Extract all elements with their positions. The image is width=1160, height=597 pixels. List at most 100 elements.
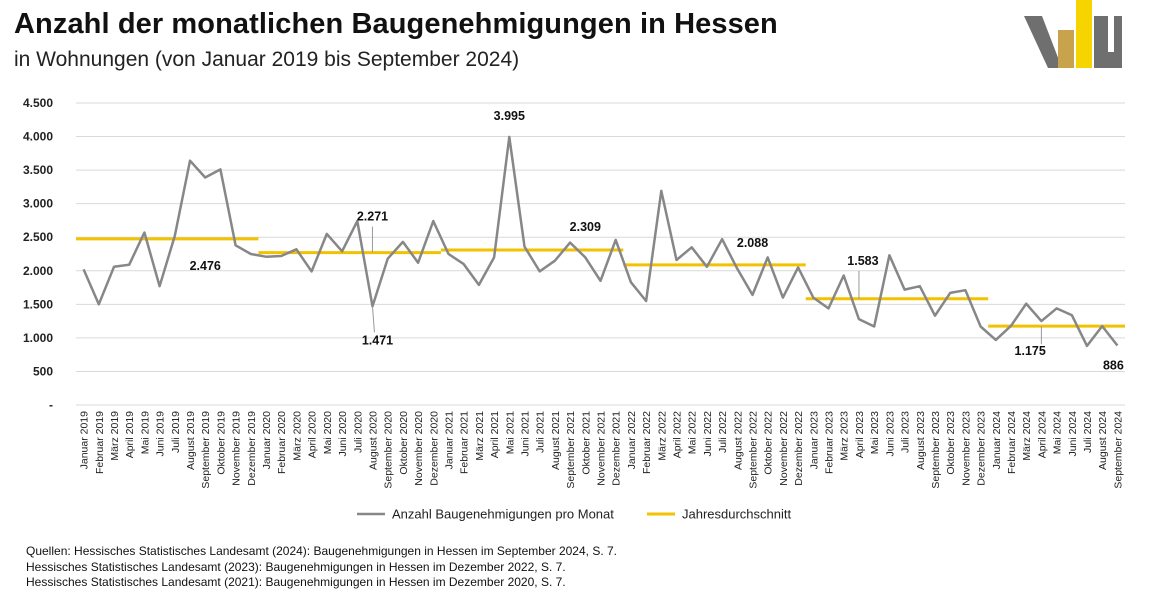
x-tick-label: März 2022 — [656, 411, 668, 461]
data-labels: 2.476 2.271 2.309 2.088 1.583 1.175 1.471 3.995… — [190, 109, 1124, 373]
y-tick-label: 3.000 — [23, 197, 53, 211]
x-tick-label: Februar 2024 — [1006, 411, 1018, 474]
x-tick-label: November 2023 — [960, 411, 972, 486]
x-tick-label: Oktober 2020 — [398, 411, 410, 475]
x-tick-label: August 2019 — [185, 411, 197, 470]
x-tick-label: Januar 2020 — [261, 411, 273, 470]
point-label-max-2021: 3.995 — [494, 109, 525, 123]
y-tick-label: 500 — [33, 364, 53, 378]
x-tick-label: August 2022 — [732, 411, 744, 470]
series-line-monthly — [82, 135, 1119, 348]
x-tick-label: November 2021 — [596, 411, 608, 486]
x-tick-label: Oktober 2021 — [580, 411, 592, 475]
legend: Anzahl Baugenehmigungen pro Monat Jahresd… — [357, 507, 791, 522]
point-label-last: 886 — [1103, 359, 1124, 373]
average-lines — [76, 237, 1125, 328]
x-tick-label: Juni 2021 — [519, 411, 531, 457]
x-tick-label: Februar 2021 — [459, 411, 471, 474]
x-tick-label: Dezember 2021 — [611, 411, 623, 486]
x-tick-label: August 2021 — [550, 411, 562, 470]
x-tick-label: Juni 2020 — [337, 411, 349, 457]
average-label-2021: 2.309 — [570, 220, 601, 234]
logo-gray-u-shape — [1094, 16, 1122, 68]
x-tick-label: Juli 2021 — [535, 411, 547, 453]
x-tick-label: April 2024 — [1036, 411, 1048, 458]
x-tick-label: November 2022 — [778, 411, 790, 486]
x-tick-label: Juni 2022 — [702, 411, 714, 457]
y-tick-label: 4.500 — [23, 96, 53, 110]
x-tick-label: März 2021 — [474, 411, 486, 461]
logo-yellow-shape — [1076, 0, 1092, 68]
x-tick-label: Juli 2019 — [170, 411, 182, 453]
average-label-2022: 2.088 — [737, 236, 768, 250]
x-tick-label: Dezember 2020 — [428, 411, 440, 486]
chart-title: Anzahl der monatlichen Baugenehmigungen … — [14, 8, 778, 40]
x-tick-label: September 2022 — [748, 411, 760, 489]
x-tick-label: April 2019 — [124, 411, 136, 458]
x-tick-label: April 2020 — [307, 411, 319, 458]
average-label-2020: 2.271 — [357, 210, 388, 224]
x-tick-label: April 2023 — [854, 411, 866, 458]
x-tick-label: Mai 2024 — [1052, 411, 1064, 454]
x-tick-label: April 2022 — [672, 411, 684, 458]
x-tick-label: Oktober 2019 — [215, 411, 227, 475]
x-tick-label: September 2023 — [930, 411, 942, 489]
point-label-min-2020: 1.471 — [362, 333, 393, 347]
average-label-2023: 1.583 — [847, 254, 878, 268]
x-tick-label: Oktober 2023 — [945, 411, 957, 475]
leader-line — [371, 306, 375, 333]
y-tick-label: 2.500 — [23, 230, 53, 244]
x-tick-label: März 2023 — [839, 411, 851, 461]
x-tick-label: Juni 2024 — [1067, 411, 1079, 457]
x-tick-label: Mai 2022 — [687, 411, 699, 454]
x-tick-label: März 2020 — [291, 411, 303, 461]
x-tick-label: März 2019 — [109, 411, 121, 461]
x-tick-label: Juli 2020 — [352, 411, 364, 453]
y-tick-label: 1.000 — [23, 331, 53, 345]
source-line: Hessisches Statistisches Landesamt (2021… — [26, 575, 566, 589]
x-axis-ticks: Januar 2019 Februar 2019 März 2019 April 20… — [79, 411, 1125, 489]
grid-layer — [76, 102, 1125, 406]
x-tick-label: Mai 2020 — [322, 411, 334, 454]
vdw-logo-icon — [1024, 0, 1122, 68]
series-layer — [82, 135, 1119, 348]
average-label-2024: 1.175 — [1015, 344, 1046, 358]
x-tick-label: September 2024 — [1112, 411, 1124, 489]
logo-gold-shape — [1058, 30, 1074, 68]
average-label-2019: 2.476 — [190, 259, 221, 273]
x-tick-label: Januar 2019 — [79, 411, 91, 470]
x-tick-label: Oktober 2022 — [763, 411, 775, 475]
y-tick-label: 3.500 — [23, 163, 53, 177]
x-tick-label: Mai 2023 — [869, 411, 881, 454]
x-tick-label: Januar 2022 — [626, 411, 638, 470]
x-tick-label: November 2020 — [413, 411, 425, 486]
x-tick-label: Februar 2020 — [276, 411, 288, 474]
x-tick-label: Februar 2019 — [94, 411, 106, 474]
y-tick-label: 1.500 — [23, 297, 53, 311]
x-tick-label: September 2020 — [383, 411, 395, 489]
x-tick-label: Februar 2022 — [641, 411, 653, 474]
source-line: Hessisches Statistisches Landesamt (2023… — [26, 559, 566, 574]
x-tick-label: August 2020 — [367, 411, 379, 470]
x-tick-label: Juli 2022 — [717, 411, 729, 453]
x-tick-label: August 2023 — [915, 411, 927, 470]
legend-label-series: Anzahl Baugenehmigungen pro Monat — [392, 507, 614, 522]
x-tick-label: Januar 2021 — [443, 411, 455, 470]
x-tick-label: Dezember 2023 — [976, 411, 988, 486]
x-tick-label: Januar 2023 — [808, 411, 820, 470]
y-tick-label: 2.000 — [23, 264, 53, 278]
chart-subtitle: in Wohnungen (von Januar 2019 bis Septem… — [14, 48, 520, 71]
x-tick-label: Juni 2023 — [884, 411, 896, 457]
x-tick-label: März 2024 — [1021, 411, 1033, 461]
x-tick-label: Mai 2019 — [139, 411, 151, 454]
line-chart: - 500 1.000 1.500 2.000 2.500 3.000 3.500 4.000 4… — [23, 96, 1125, 522]
x-tick-label: August 2024 — [1097, 411, 1109, 470]
x-tick-label: Januar 2024 — [991, 411, 1003, 470]
x-tick-label: Juni 2019 — [155, 411, 167, 457]
x-tick-label: Juli 2024 — [1082, 411, 1094, 453]
x-tick-label: Dezember 2022 — [793, 411, 805, 486]
x-tick-label: Juli 2023 — [900, 411, 912, 453]
x-tick-label: November 2019 — [231, 411, 243, 486]
legend-label-average: Jahresdurchschnitt — [682, 507, 791, 522]
y-tick-label: 4.000 — [23, 130, 53, 144]
